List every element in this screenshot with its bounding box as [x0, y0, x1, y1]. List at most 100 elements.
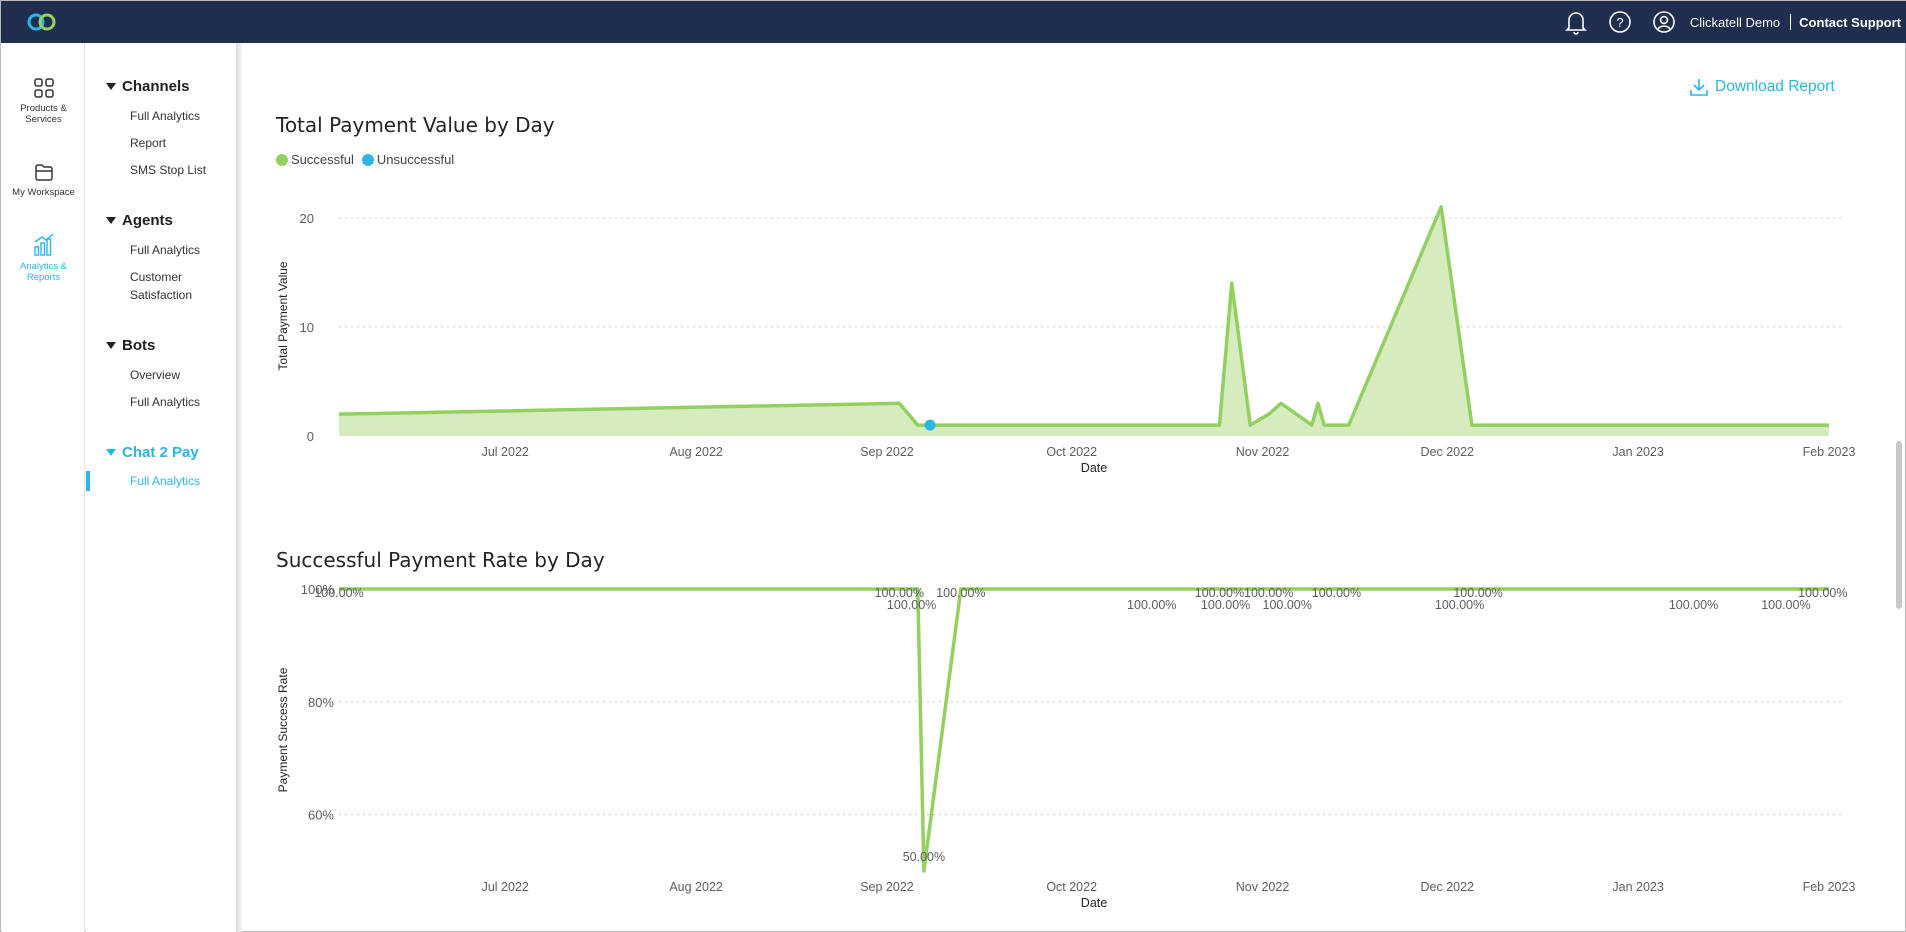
x-tick-label: Aug 2022 [669, 445, 723, 459]
data-label: 100.00% [1195, 586, 1244, 600]
x-tick-label: Sep 2022 [860, 445, 914, 459]
x-tick-label: Sep 2022 [860, 880, 914, 894]
data-label: 100.00% [936, 586, 985, 600]
nav-item-agents-full-analytics[interactable]: Full Analytics [130, 243, 201, 257]
rail-item-analytics-reports[interactable]: Analytics & Reports [2, 233, 85, 283]
x-tick-label: Jul 2022 [482, 445, 529, 459]
rail-label: My Workspace [12, 187, 75, 198]
help-icon[interactable]: ? [1606, 8, 1634, 36]
vertical-scrollbar[interactable] [1896, 441, 1902, 609]
chart-title-success-rate: Successful Payment Rate by Day [276, 548, 605, 572]
data-label: 100.00% [1244, 586, 1293, 600]
top-right-actions: ? Clickatell Demo Contact Support [1562, 1, 1901, 43]
legend-entry-unsuccessful[interactable]: Unsuccessful [361, 152, 455, 167]
x-tick-label: Oct 2022 [1046, 880, 1097, 894]
data-label: 100.00% [1761, 598, 1810, 612]
data-label: 100.00% [1669, 598, 1718, 612]
caret-down-icon [106, 342, 116, 349]
x-tick-label: Feb 2023 [1803, 880, 1856, 894]
y-axis-title: Payment Success Rate [276, 667, 290, 792]
y-tick-label: 0 [307, 429, 314, 444]
data-label: 100.00% [887, 598, 936, 612]
x-tick-label: Feb 2023 [1803, 445, 1856, 459]
nav-item-sms-stop-list[interactable]: SMS Stop List [130, 163, 207, 177]
data-label: 100.00% [1201, 598, 1250, 612]
x-tick-label: Aug 2022 [669, 880, 723, 894]
nav-section-title: Channels [122, 78, 190, 95]
nav-item-customer-satisfaction-line1[interactable]: Customer [130, 270, 183, 284]
caret-down-icon [106, 83, 116, 90]
area-fill-successful [339, 206, 1829, 436]
caret-down-icon [106, 449, 116, 456]
x-tick-label: Nov 2022 [1236, 445, 1290, 459]
legend-label: Successful [291, 152, 354, 167]
legend-dot [361, 153, 374, 166]
success-rate-chart[interactable]: 60% 80% 100% Jul 2022 Aug 2022 Sep 2022 Oct 20… [271, 576, 1891, 916]
rail-label: Analytics & [20, 261, 67, 272]
grid-icon [33, 78, 54, 98]
nav-section-title: Agents [122, 212, 173, 229]
x-tick-label: Nov 2022 [1236, 880, 1290, 894]
bell-icon[interactable] [1562, 8, 1590, 36]
nav-item-channels-report[interactable]: Report [130, 136, 167, 150]
nav-section-title: Bots [122, 337, 156, 354]
user-name[interactable]: Clickatell Demo [1689, 14, 1781, 30]
data-label: 100.00% [1453, 586, 1502, 600]
rail-label: Reports [26, 272, 61, 283]
rail-label: Products & [20, 103, 67, 114]
legend-entry-successful[interactable]: Successful [276, 152, 354, 167]
svg-text:?: ? [1616, 15, 1623, 30]
series-line-successful [339, 587, 1829, 873]
x-tick-label: Dec 2022 [1421, 445, 1475, 459]
download-icon [1690, 79, 1708, 96]
y-tick-label: 20 [300, 211, 314, 226]
download-report-button[interactable]: Download Report [1689, 77, 1835, 97]
y-tick-label: 100% [301, 582, 335, 597]
nav-item-bots-full-analytics[interactable]: Full Analytics [130, 395, 201, 409]
x-axis-title: Date [1081, 896, 1107, 910]
rail-item-my-workspace[interactable]: My Workspace [2, 161, 85, 198]
rail-item-products-services[interactable]: Products & Services [2, 77, 85, 125]
user-icon[interactable] [1650, 8, 1678, 36]
nav-section-channels[interactable]: Channels [106, 78, 190, 95]
payment-value-chart[interactable]: 0 10 20 Jul 2022 Aug 2022 Sep 2022 Oct 2022 Nov… [271, 196, 1891, 486]
x-tick-label: Dec 2022 [1421, 880, 1475, 894]
x-tick-label: Oct 2022 [1046, 445, 1097, 459]
header-divider [1790, 14, 1792, 30]
nav-section-chat-2-pay[interactable]: Chat 2 Pay [106, 444, 199, 461]
y-axis-title: Total Payment Value [276, 261, 290, 370]
nav-item-channels-full-analytics[interactable]: Full Analytics [130, 109, 201, 123]
data-label: 100.00% [1263, 598, 1312, 612]
sub-navigation: Channels Full Analytics Report SMS Stop … [86, 43, 236, 932]
folder-icon [34, 164, 53, 181]
nav-item-customer-satisfaction-line2[interactable]: Satisfaction [130, 288, 193, 302]
contact-support-link[interactable]: Contact Support [1799, 14, 1901, 30]
data-label: 100.00% [314, 586, 363, 600]
data-label: 100.00% [1798, 586, 1847, 600]
logo-icon[interactable] [25, 10, 59, 34]
legend-dot [276, 153, 288, 166]
rail-label: Services [25, 114, 62, 125]
data-label: 100.00% [1312, 586, 1361, 600]
legend-label: Unsuccessful [376, 152, 455, 167]
data-label: 100.00% [1127, 598, 1176, 612]
x-tick-label: Jan 2023 [1612, 880, 1663, 894]
data-label: 100.00% [1435, 598, 1484, 612]
chart-legend: Successful Unsuccessful [276, 152, 462, 167]
data-label: 100.00% [875, 586, 924, 600]
x-axis-title: Date [1081, 461, 1107, 475]
y-tick-label: 10 [300, 320, 314, 335]
nav-section-bots[interactable]: Bots [106, 337, 155, 354]
nav-section-agents[interactable]: Agents [106, 212, 173, 229]
data-label: 50.00% [903, 850, 945, 864]
y-tick-label: 60% [308, 808, 334, 823]
left-rail: Products & Services My Workspace Analyti… [2, 43, 85, 932]
nav-item-chat2pay-full-analytics[interactable]: Full Analytics [130, 474, 201, 488]
subnav-divider [236, 43, 242, 932]
x-tick-label: Jan 2023 [1612, 445, 1663, 459]
analytics-icon [33, 233, 53, 256]
nav-item-bots-overview[interactable]: Overview [130, 368, 181, 382]
y-tick-label: 80% [308, 695, 334, 710]
caret-down-icon [106, 217, 116, 224]
